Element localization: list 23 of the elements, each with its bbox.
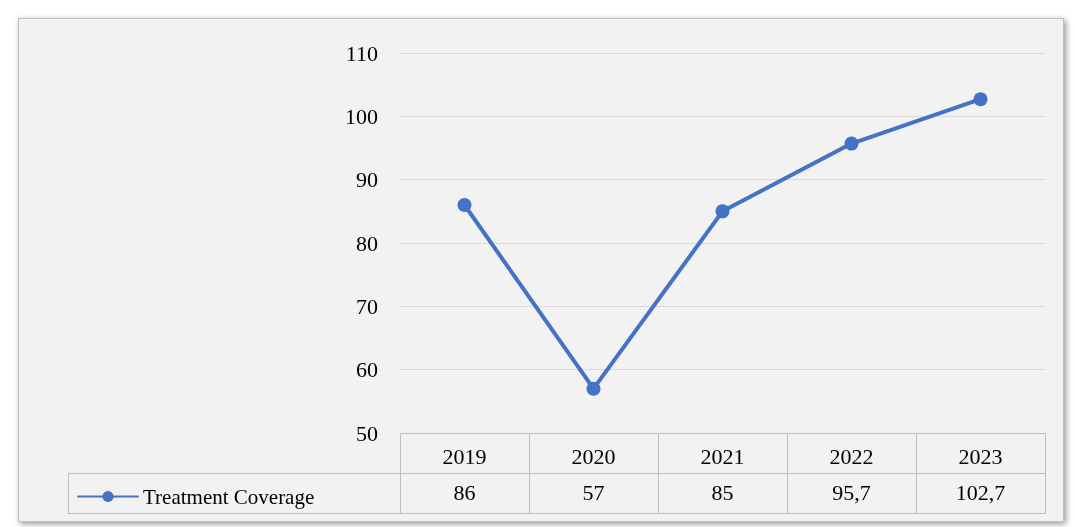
legend-label: Treatment Coverage xyxy=(143,484,315,509)
point xyxy=(715,204,730,219)
y-tick-label: 110 xyxy=(345,40,378,66)
x-tick-label: 2020 xyxy=(571,443,616,469)
data-label: 57 xyxy=(529,473,658,513)
y-tick-label: 60 xyxy=(356,357,378,383)
point xyxy=(844,136,859,151)
x-tick-label: 2023 xyxy=(958,443,1003,469)
data-label: 85 xyxy=(658,473,787,513)
data-label: 102,7 xyxy=(916,473,1045,513)
point xyxy=(457,198,472,212)
data-label: 86 xyxy=(400,473,529,513)
x-tick-label: 2019 xyxy=(442,443,487,469)
x-tick-label: 2022 xyxy=(829,443,874,469)
y-tick-label: 80 xyxy=(356,230,378,256)
y-tick-label: 100 xyxy=(345,103,378,129)
point xyxy=(973,92,988,107)
y-tick-label: 50 xyxy=(356,420,378,446)
x-tick-label: 2021 xyxy=(700,443,745,469)
y-tick-label: 70 xyxy=(356,293,378,319)
data-label: 95,7 xyxy=(787,473,916,513)
y-tick-label: 90 xyxy=(356,167,378,193)
point xyxy=(586,381,601,396)
